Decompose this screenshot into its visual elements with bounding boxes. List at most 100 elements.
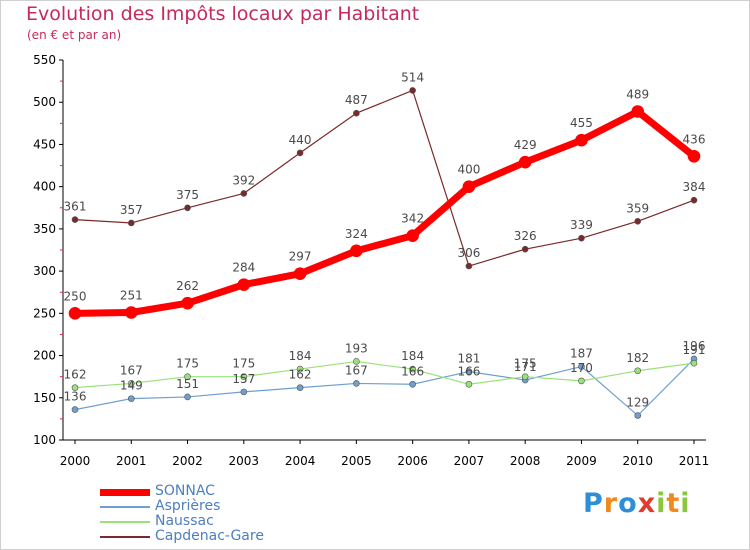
- y-tick-label: 250: [33, 306, 56, 320]
- legend-label: SONNAC: [155, 483, 215, 499]
- x-tick-label: 2003: [229, 454, 260, 468]
- data-label-naussac: 175: [176, 357, 199, 371]
- x-tick-label: 2007: [454, 454, 485, 468]
- data-label-sonnac: 429: [514, 138, 537, 152]
- data-label-aspri-res: 151: [176, 377, 199, 391]
- data-point-aspri-res: [634, 412, 642, 419]
- y-tick-label: 450: [33, 137, 56, 151]
- data-point-capdenac-gare: [634, 217, 642, 225]
- data-label-aspri-res: 181: [457, 352, 480, 366]
- data-point-naussac: [184, 373, 191, 380]
- data-point-naussac: [578, 377, 585, 385]
- y-tick-label: 300: [33, 264, 56, 278]
- data-point-sonnac: [293, 267, 307, 280]
- data-point-capdenac-gare: [521, 245, 529, 253]
- x-tick-label: 2010: [622, 454, 653, 468]
- series-line-naussac: [74, 360, 695, 389]
- data-label-naussac: 170: [570, 361, 593, 375]
- data-point-naussac: [465, 380, 473, 388]
- data-label-naussac: 184: [401, 349, 424, 363]
- data-point-aspri-res: [465, 368, 473, 375]
- data-point-sonnac: [462, 180, 476, 193]
- data-label-aspri-res: 187: [570, 347, 593, 361]
- logo-letter: P: [583, 488, 604, 519]
- data-label-capdenac-gare: 361: [64, 200, 87, 214]
- data-point-aspri-res: [240, 388, 248, 396]
- data-point-naussac: [240, 373, 248, 380]
- data-label-sonnac: 251: [120, 288, 143, 302]
- legend-label: Asprières: [155, 498, 221, 514]
- legend-swatch: [100, 536, 150, 538]
- data-label-capdenac-gare: 440: [289, 133, 312, 147]
- data-label-aspri-res: 162: [289, 368, 312, 382]
- logo-letter: t: [666, 488, 681, 519]
- data-label-capdenac-gare: 514: [401, 70, 424, 84]
- data-label-capdenac-gare: 326: [514, 229, 537, 243]
- legend-swatch: [100, 489, 150, 496]
- data-point-sonnac: [406, 229, 419, 242]
- y-tick-label: 100: [33, 433, 56, 447]
- data-label-sonnac: 342: [401, 212, 424, 226]
- data-label-sonnac: 262: [176, 279, 199, 293]
- legend-swatch: [100, 521, 150, 523]
- data-point-sonnac: [518, 155, 532, 169]
- series-line-capdenac-gare: [74, 89, 695, 267]
- data-label-naussac: 166: [457, 364, 480, 378]
- x-tick-label: 2001: [116, 454, 147, 468]
- data-label-sonnac: 250: [64, 289, 87, 303]
- data-point-capdenac-gare: [578, 234, 585, 242]
- y-tick-label: 400: [33, 180, 56, 194]
- data-point-capdenac-gare: [353, 109, 360, 117]
- logo-letter: r: [603, 488, 619, 519]
- data-label-capdenac-gare: 375: [176, 188, 199, 202]
- data-label-naussac: 175: [232, 357, 255, 371]
- data-label-naussac: 162: [64, 368, 87, 382]
- logo-letter: x: [637, 488, 657, 519]
- data-point-naussac: [296, 365, 304, 373]
- data-label-aspri-res: 167: [345, 363, 368, 377]
- data-point-capdenac-gare: [465, 262, 473, 270]
- data-label-capdenac-gare: 339: [570, 218, 593, 232]
- data-point-sonnac: [575, 133, 588, 147]
- data-label-sonnac: 436: [683, 132, 706, 146]
- data-label-naussac: 182: [626, 351, 649, 365]
- chart-subtitle: (en € et par an): [27, 28, 122, 42]
- data-label-sonnac: 284: [232, 261, 255, 275]
- y-tick-label: 500: [33, 95, 56, 109]
- data-point-naussac: [521, 373, 529, 380]
- y-tick-label: 200: [33, 349, 56, 363]
- proxiti-logo: Proxiti: [583, 488, 691, 519]
- data-label-capdenac-gare: 487: [345, 93, 368, 107]
- logo-letter: o: [618, 488, 638, 519]
- data-label-sonnac: 297: [289, 250, 312, 264]
- data-point-sonnac: [237, 278, 251, 291]
- data-label-capdenac-gare: 357: [120, 203, 143, 217]
- data-point-aspri-res: [296, 384, 304, 391]
- x-tick-label: 2002: [172, 454, 203, 468]
- legend-label: Capdenac-Gare: [155, 528, 264, 544]
- data-point-naussac: [353, 358, 360, 365]
- data-label-aspri-res: 149: [120, 379, 143, 393]
- x-tick-label: 2005: [341, 454, 372, 468]
- data-label-aspri-res: 157: [232, 372, 255, 386]
- x-tick-label: 2000: [60, 454, 91, 468]
- logo-letter: i: [656, 488, 667, 519]
- data-point-sonnac: [124, 306, 138, 319]
- data-label-aspri-res: 171: [514, 360, 537, 374]
- data-point-sonnac: [687, 149, 701, 163]
- data-label-naussac: 193: [345, 341, 368, 355]
- data-label-aspri-res: 196: [683, 339, 706, 353]
- legend-swatch: [100, 506, 150, 508]
- data-label-sonnac: 400: [457, 163, 480, 177]
- data-point-aspri-res: [184, 393, 191, 401]
- x-tick-label: 2009: [566, 454, 597, 468]
- data-point-capdenac-gare: [71, 216, 79, 223]
- y-tick-label: 350: [33, 222, 56, 236]
- data-label-naussac: 191: [683, 343, 706, 357]
- data-point-naussac: [71, 384, 79, 391]
- data-point-capdenac-gare: [240, 190, 248, 197]
- data-point-naussac: [409, 365, 416, 373]
- data-point-aspri-res: [353, 380, 360, 387]
